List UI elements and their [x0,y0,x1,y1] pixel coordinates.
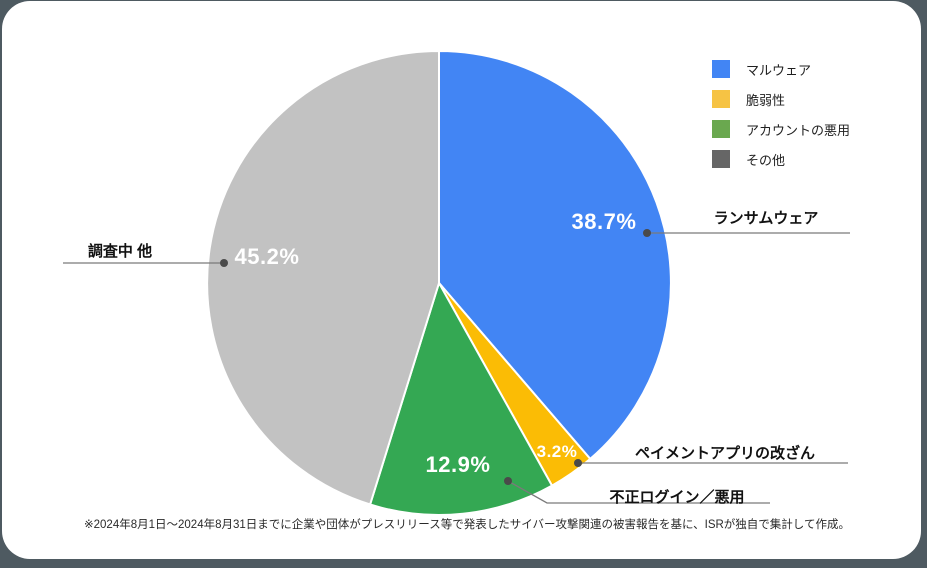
pie-slice-2 [369,282,553,516]
callout-dot-payment-app [574,459,582,467]
legend: マルウェア 脆弱性 アカウントの悪用 その他 [712,60,850,180]
legend-swatch-other [712,150,730,168]
callout-label-payment-app: ペイメントアプリの改ざん [634,445,816,462]
legend-label-other: その他 [746,152,786,168]
slice-percent-account-abuse: 12.9% [425,452,491,477]
callout-label-investigating: 調査中 他 [87,243,153,260]
pie-slice-0 [438,50,672,460]
legend-item-other: その他 [712,150,850,168]
legend-item-malware: マルウェア [712,60,850,78]
legend-label-account-abuse: アカウントの悪用 [746,122,851,138]
callout-dot-investigating [220,259,228,267]
pie-slice-3 [206,50,440,506]
legend-item-vulnerability: 脆弱性 [712,90,850,108]
callout-label-ransomware: ランサムウェア [713,210,819,227]
legend-swatch-malware [712,60,730,78]
legend-label-vulnerability: 脆弱性 [746,92,786,108]
legend-item-account-abuse: アカウントの悪用 [712,120,850,138]
callout-dot-ransomware [643,229,651,237]
callout-label-unauthorized-login: 不正ログイン／悪用 [609,489,745,506]
callout-dot-unauthorized-login [504,477,512,485]
footnote: ※2024年8月1日～2024年8月31日までに企業や団体がプレスリリース等で発… [84,519,850,531]
slice-percent-vulnerability: 3.2% [536,442,578,461]
legend-swatch-account-abuse [712,120,730,138]
legend-swatch-vulnerability [712,90,730,108]
callout-line-unauthorized-login [507,480,770,504]
slice-percent-other: 45.2% [234,244,300,269]
legend-label-malware: マルウェア [746,62,812,78]
slice-percent-malware: 38.7% [571,209,637,234]
